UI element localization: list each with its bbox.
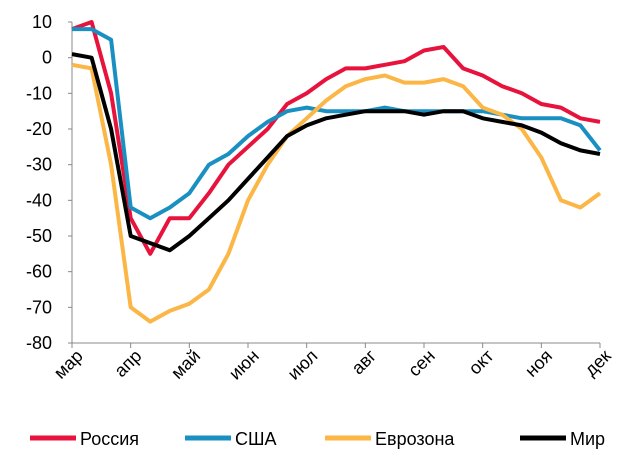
y-tick-label: 10 [32,12,52,32]
legend-label: Мир [570,429,605,449]
series-line [72,27,602,221]
x-tick-label: май [167,346,204,383]
y-tick-label: -30 [26,155,52,175]
series-line [71,52,601,253]
series-line [71,62,602,324]
legend-label: США [235,429,277,449]
y-tick-label: -10 [26,83,52,103]
x-tick-label: мар [50,346,87,383]
x-tick-label: июн [225,346,263,384]
x-tick-label: окт [465,346,498,379]
y-tick-label: -70 [26,297,52,317]
legend-label: Россия [80,429,139,449]
x-tick-label: апр [110,346,145,381]
x-tick-label: дек [581,346,615,380]
x-tick-label: авг [348,345,381,378]
x-tick-label: июл [284,346,322,384]
y-tick-label: -80 [26,333,52,353]
y-tick-label: -50 [26,226,52,246]
legend-label: Еврозона [375,429,455,449]
y-tick-label: -20 [26,119,52,139]
x-tick-label: сен [404,346,439,381]
y-tick-label: -60 [26,262,52,282]
series-line [71,20,601,256]
y-tick-label: 0 [42,48,52,68]
x-tick-label: ноя [521,346,556,381]
y-tick-label: -40 [26,190,52,210]
